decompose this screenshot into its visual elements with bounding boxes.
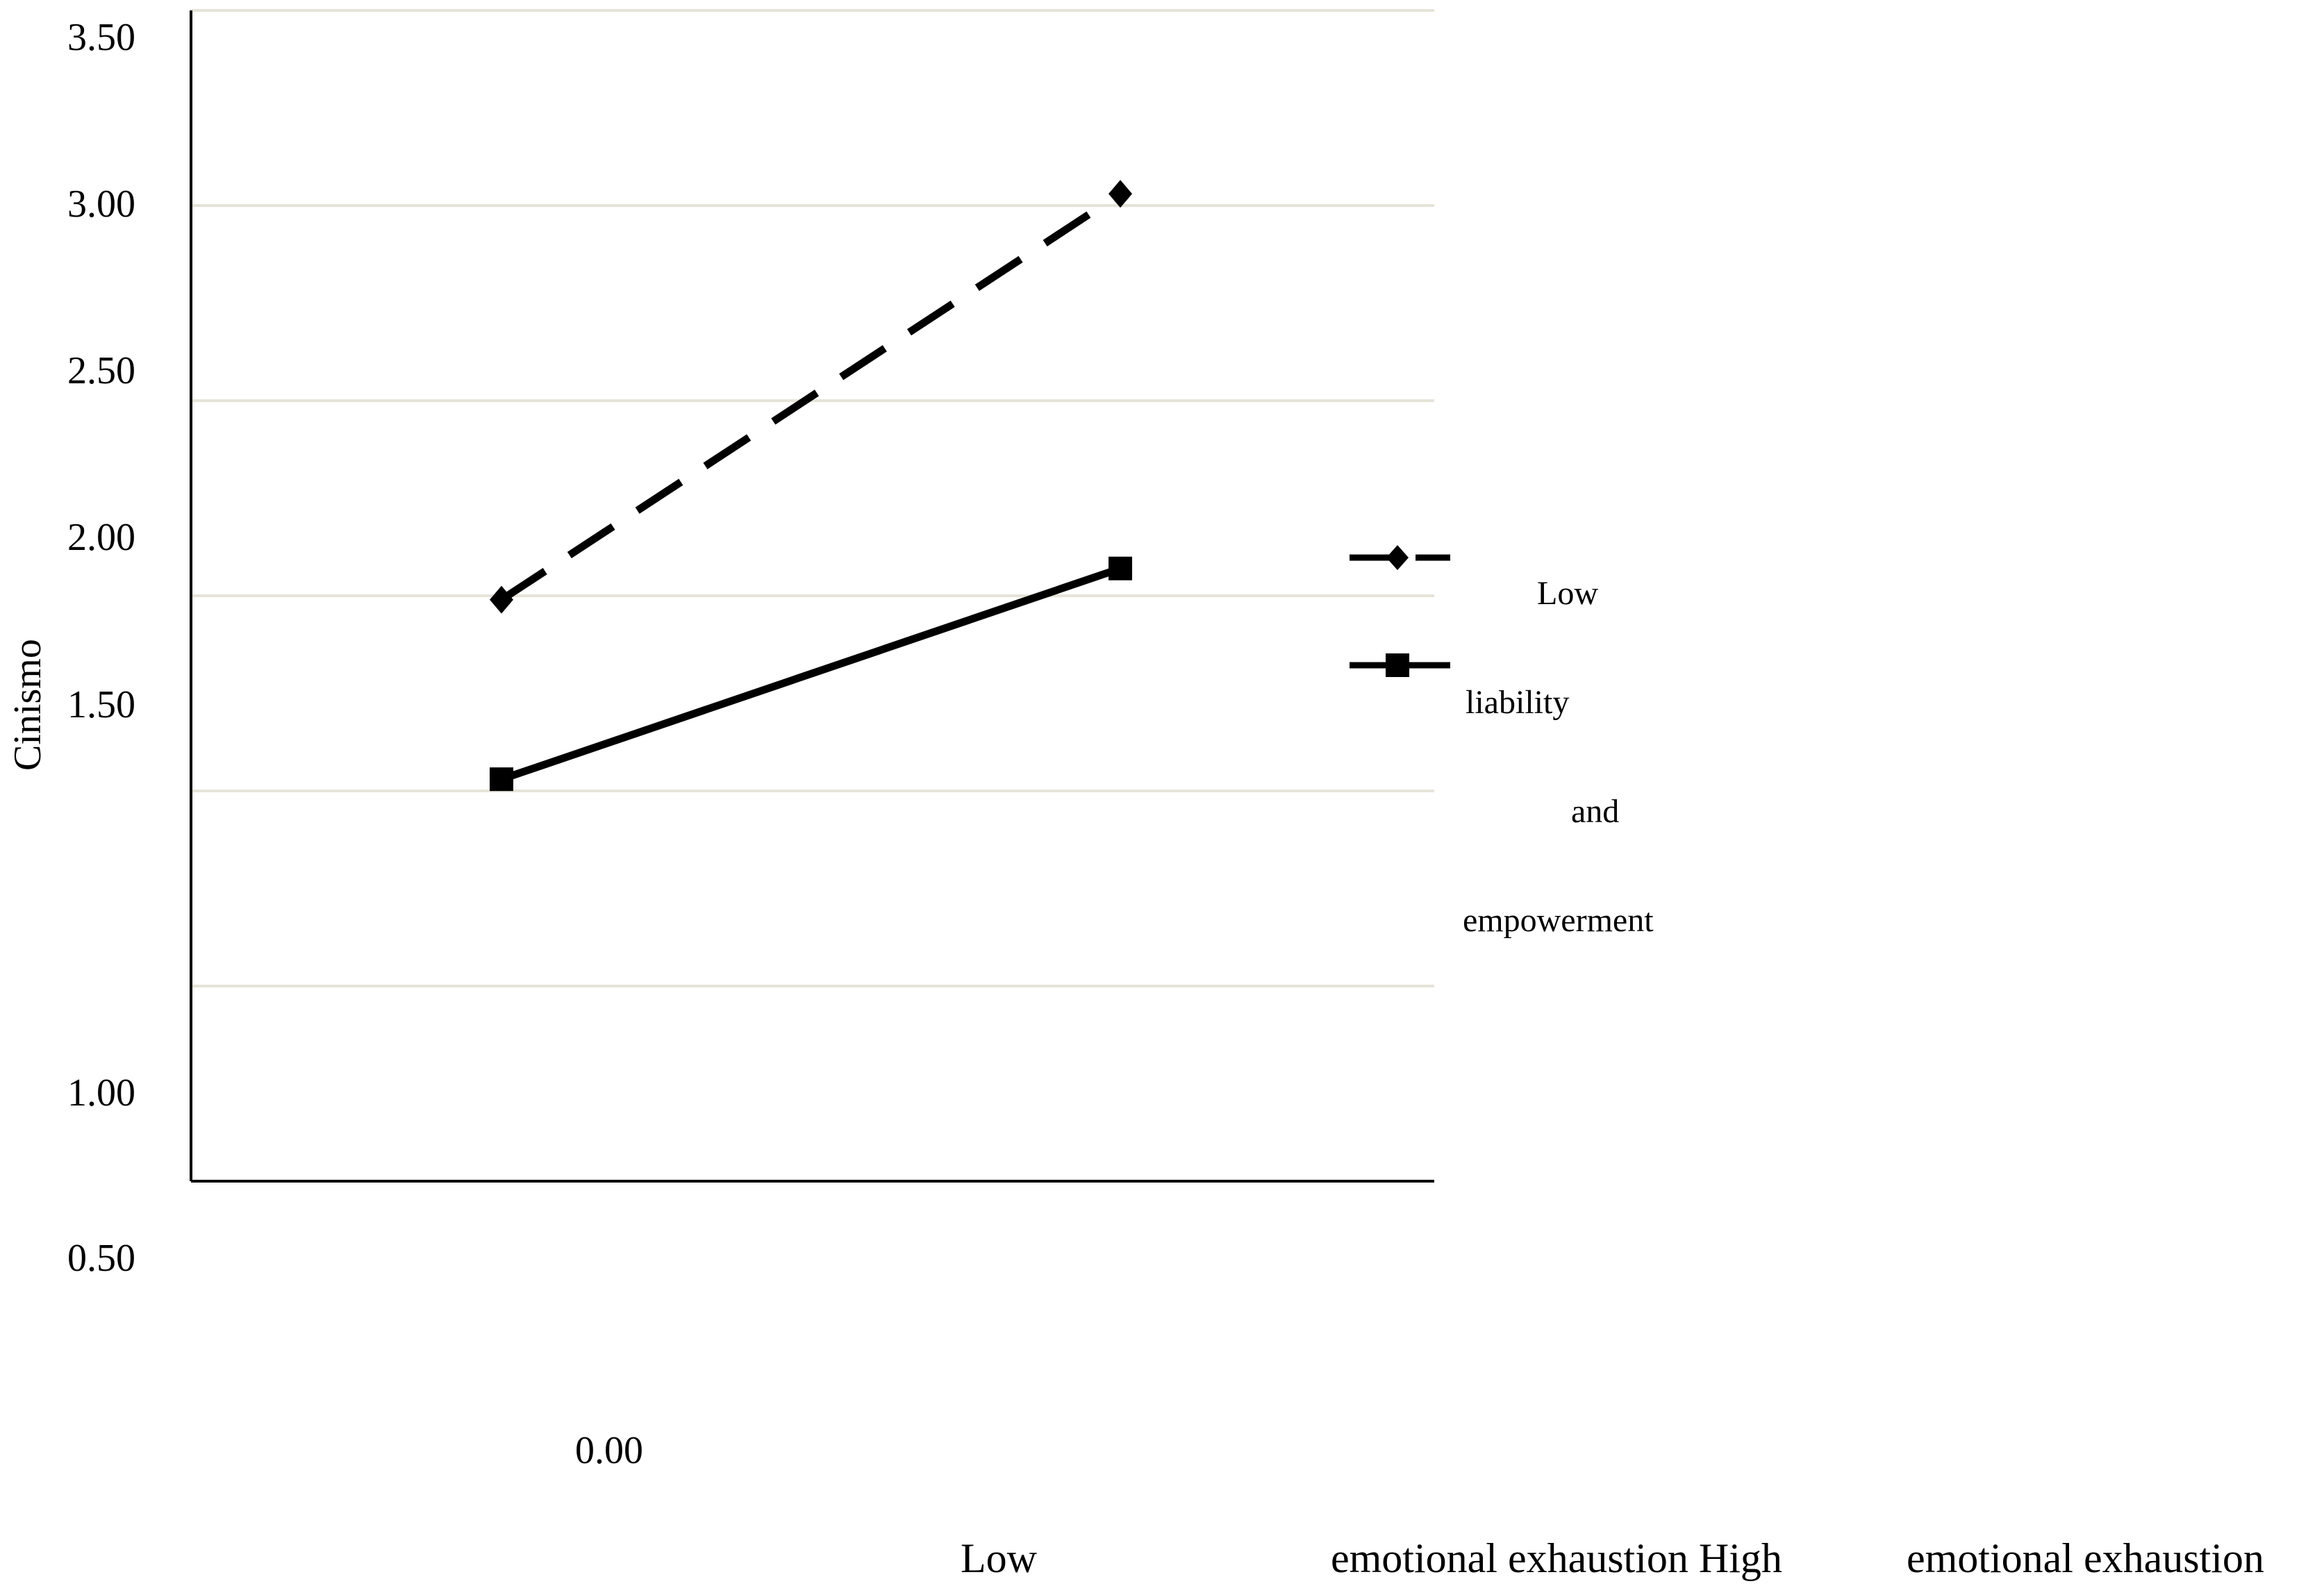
- y-tick-label: 1.00: [67, 1071, 135, 1115]
- square-point: [1109, 556, 1132, 581]
- series-lines: [490, 180, 1132, 792]
- legend-square-marker: [1386, 653, 1409, 677]
- y-axis-title: Cinismo: [6, 639, 49, 771]
- x-category-label-c: emotional exhaustion: [1907, 1535, 2264, 1581]
- legend: Low liability and empowerment: [1350, 545, 1654, 939]
- legend-word-2: liability: [1466, 684, 1569, 721]
- y-tick-label: 2.00: [67, 516, 135, 559]
- y-tick-labels: 3.50 3.00 2.50 2.00 1.50 1.00 0.50: [67, 16, 135, 1280]
- y-tick-label: 2.50: [67, 349, 135, 392]
- x-category-label-a: Low: [961, 1535, 1038, 1581]
- series-line-1: [499, 190, 1123, 603]
- gridlines: [191, 9, 1434, 987]
- x-extra-label: 0.00: [575, 1429, 643, 1472]
- legend-word-4: empowerment: [1463, 902, 1654, 939]
- diamond-point: [1109, 180, 1132, 208]
- y-tick-label: 3.00: [67, 183, 135, 226]
- x-category-label-b: emotional exhaustion High: [1331, 1535, 1782, 1581]
- axes: [190, 10, 1434, 1183]
- diamond-point: [490, 585, 513, 614]
- legend-word-3: and: [1571, 793, 1619, 830]
- y-tick-label: 3.50: [67, 16, 135, 59]
- series-line-2: [500, 565, 1122, 783]
- square-point: [490, 767, 513, 792]
- legend-word-1: Low: [1537, 575, 1598, 612]
- y-tick-label: 0.50: [67, 1237, 135, 1280]
- y-tick-label: 1.50: [67, 683, 135, 726]
- legend-diamond-marker: [1386, 545, 1409, 570]
